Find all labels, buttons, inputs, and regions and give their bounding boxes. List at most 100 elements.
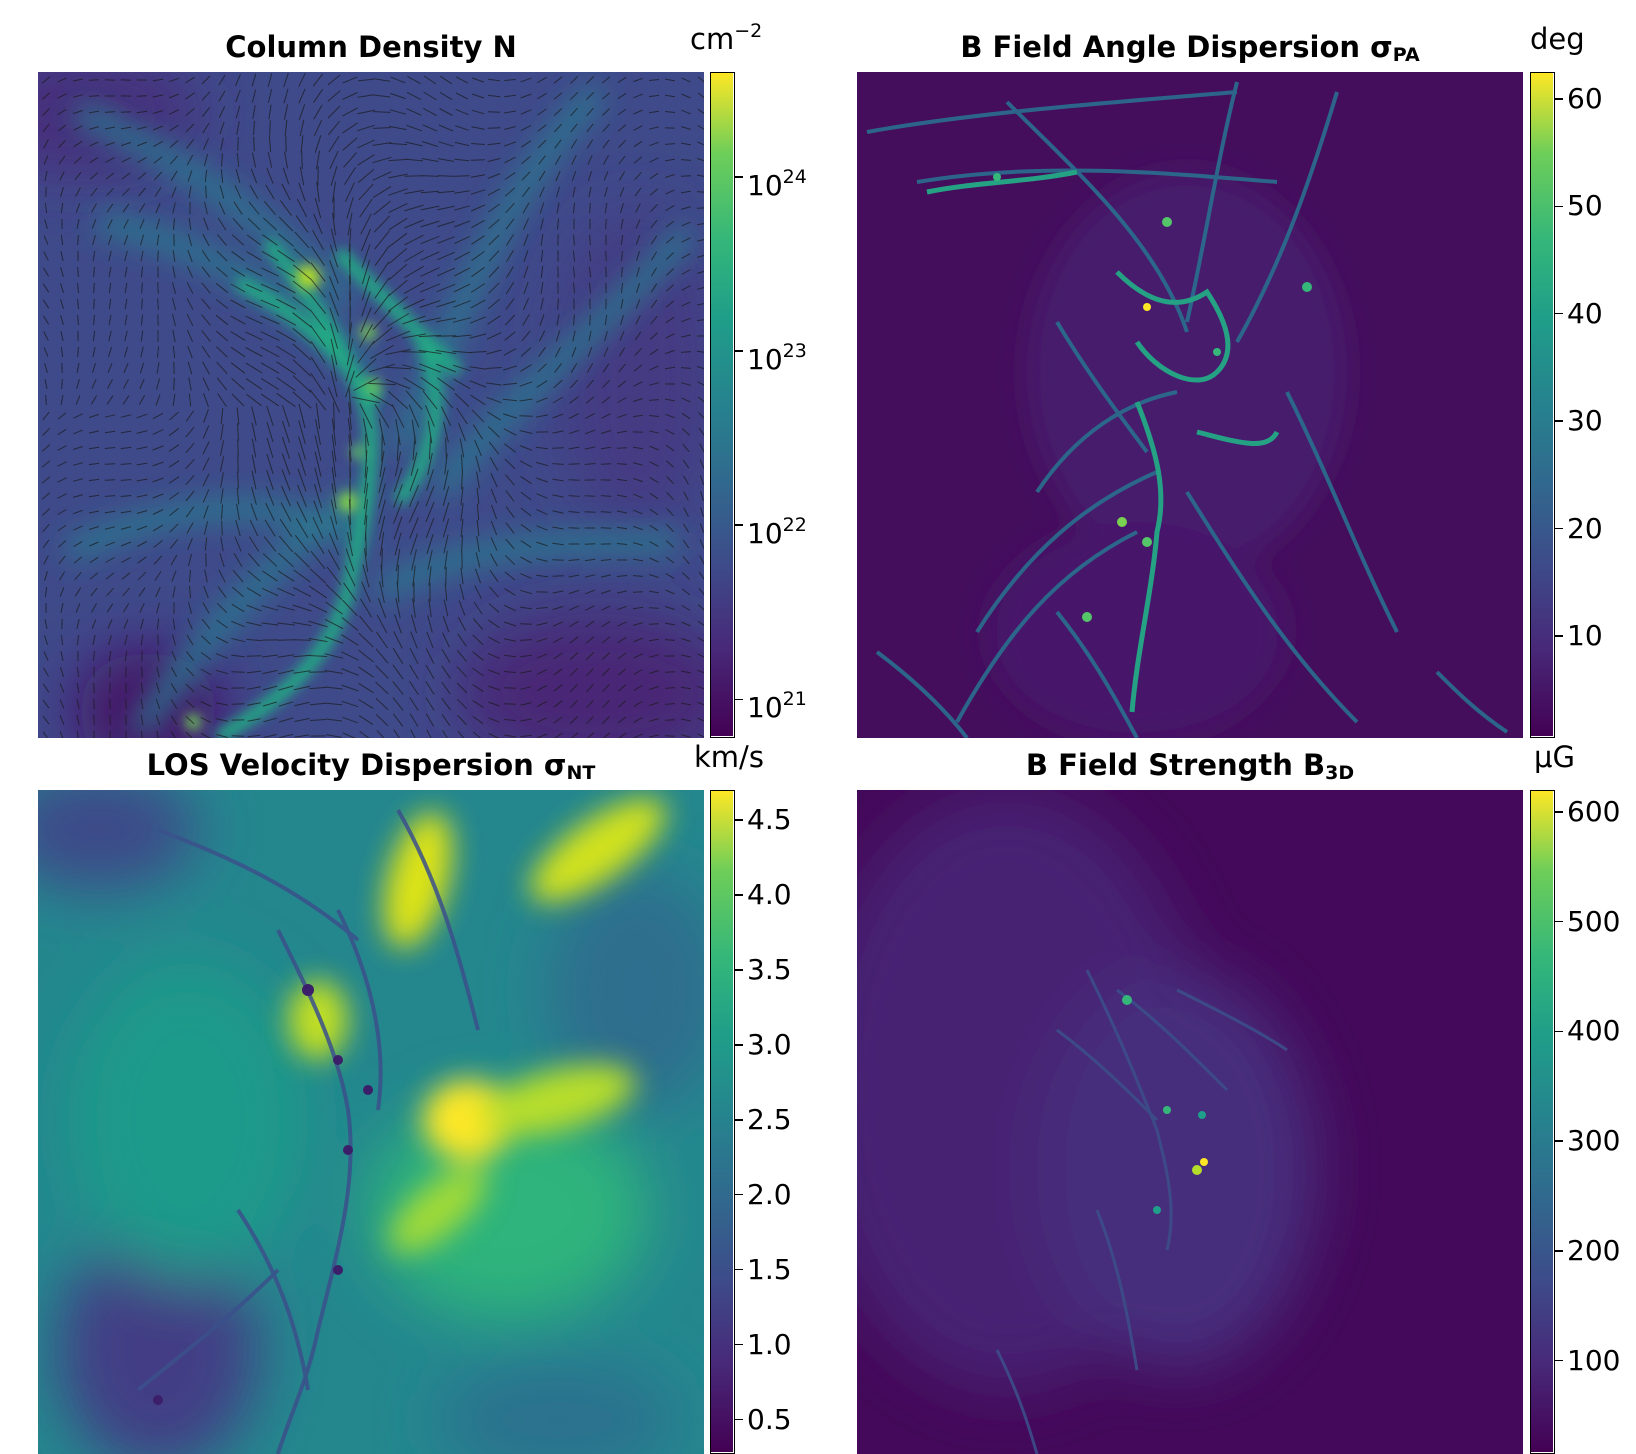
field-vector (332, 212, 336, 236)
field-vector (348, 228, 352, 252)
field-vector (262, 553, 278, 567)
field-vector (363, 548, 369, 572)
field-vector (505, 522, 515, 534)
field-vector (309, 702, 327, 706)
field-vector (472, 667, 484, 677)
field-vector (457, 714, 467, 726)
field-vector (215, 282, 229, 294)
tick-label-exponent: 23 (782, 340, 807, 363)
field-vector (410, 729, 416, 738)
field-vector (247, 686, 261, 690)
field-vector (520, 109, 532, 115)
field-vector (665, 220, 675, 228)
field-vector (169, 539, 179, 549)
field-vector (665, 413, 675, 419)
field-vector (649, 141, 659, 147)
field-vector (538, 155, 546, 165)
field-vector (89, 156, 99, 164)
field-vector (391, 404, 405, 428)
field-vector (327, 90, 341, 102)
field-vector (472, 731, 482, 738)
field-vector (633, 637, 643, 643)
field-vector (506, 249, 514, 263)
field-vector (536, 525, 548, 531)
field-vector (536, 477, 548, 483)
field-vector (410, 452, 418, 476)
field-vector (200, 668, 212, 676)
field-vector (503, 604, 517, 612)
field-vector (346, 338, 354, 366)
field-vector (600, 463, 612, 465)
field-vector (155, 586, 161, 598)
field-vector (454, 251, 470, 261)
field-vector (682, 459, 690, 469)
field-vector (124, 266, 128, 278)
field-vector (153, 140, 163, 148)
field-vector (632, 622, 644, 626)
field-vector (249, 519, 259, 537)
field-vector (246, 587, 262, 597)
colorbar-tick-label: 4.0 (747, 877, 792, 911)
field-vector (470, 159, 486, 161)
field-vector (603, 171, 609, 181)
field-vector (294, 534, 310, 554)
field-vector (503, 671, 517, 673)
field-vector (363, 466, 369, 494)
field-vector (168, 476, 180, 484)
field-vector (633, 493, 643, 499)
field-vector (251, 406, 257, 426)
colorbar-tick (735, 698, 743, 701)
field-vector (666, 524, 674, 532)
field-vector (393, 516, 403, 540)
field-vector (122, 603, 130, 613)
field-vector (329, 307, 339, 333)
field-vector (310, 340, 326, 364)
field-vector (348, 434, 352, 462)
field-vector (568, 463, 580, 465)
field-vector (385, 378, 411, 390)
heatmap-image (857, 790, 1523, 1454)
field-vector (237, 137, 239, 151)
field-vector (293, 685, 311, 691)
field-vector (553, 379, 563, 389)
tick-label-base: 4.0 (747, 877, 792, 911)
field-vector (43, 667, 49, 677)
field-vector (91, 379, 97, 389)
field-vector (121, 157, 131, 163)
field-vector (121, 572, 131, 580)
field-vector (262, 669, 278, 675)
field-vector (568, 495, 580, 497)
field-vector (202, 441, 210, 455)
colorbar-tick (1555, 811, 1563, 813)
field-vector (43, 235, 49, 245)
field-vector (584, 446, 596, 450)
field-vector (295, 518, 309, 538)
field-vector (573, 282, 575, 294)
field-vector (618, 140, 626, 148)
field-vector (553, 732, 563, 738)
field-vector (201, 635, 211, 645)
field-vector (292, 391, 312, 409)
colorbar-unit: μG (1534, 738, 1575, 774)
field-vector (202, 457, 210, 471)
field-vector (154, 571, 162, 581)
field-vector (345, 548, 355, 572)
field-vector (73, 109, 83, 115)
field-vector (104, 126, 116, 130)
field-vector (261, 622, 279, 626)
field-vector (89, 572, 99, 580)
tick-label-exponent: 22 (782, 514, 807, 537)
field-vector (74, 171, 82, 181)
field-vector (428, 566, 432, 586)
field-vector (331, 434, 337, 462)
field-vector (327, 387, 341, 413)
field-vector (371, 327, 393, 345)
field-vector (216, 718, 228, 722)
field-vector (57, 428, 67, 436)
field-vector (665, 316, 675, 324)
field-vector (681, 126, 691, 130)
field-vector (361, 275, 371, 301)
field-vector (106, 587, 114, 597)
field-vector (172, 282, 176, 294)
field-vector (345, 354, 355, 382)
